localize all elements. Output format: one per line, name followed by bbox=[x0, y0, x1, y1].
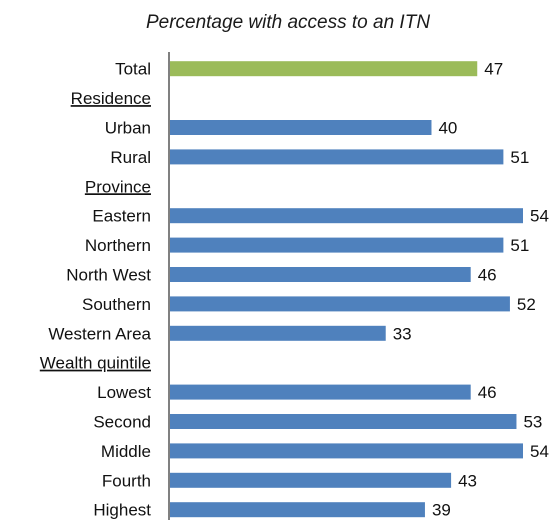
value-label-rural: 51 bbox=[510, 148, 529, 167]
value-label-western-area: 33 bbox=[393, 324, 412, 343]
bar-middle bbox=[170, 443, 523, 459]
value-label-northern: 51 bbox=[510, 236, 529, 255]
bar-southern bbox=[170, 296, 510, 312]
value-label-second: 53 bbox=[523, 413, 542, 432]
category-label-southern: Southern bbox=[82, 295, 151, 314]
value-label-middle: 54 bbox=[530, 442, 549, 461]
category-label-western-area: Western Area bbox=[48, 324, 151, 343]
bar-urban bbox=[170, 120, 432, 135]
category-label-eastern: Eastern bbox=[92, 207, 151, 226]
bar-north-west bbox=[170, 267, 471, 282]
value-label-fourth: 43 bbox=[458, 471, 477, 490]
group-heading-residence: Residence bbox=[71, 89, 151, 108]
category-label-second: Second bbox=[93, 413, 151, 432]
group-heading-wealth-quintile: Wealth quintile bbox=[40, 354, 151, 373]
bar-northern bbox=[170, 237, 504, 253]
value-label-urban: 40 bbox=[438, 119, 457, 138]
category-label-highest: Highest bbox=[93, 501, 151, 520]
category-label-rural: Rural bbox=[110, 148, 151, 167]
category-label-urban: Urban bbox=[105, 119, 151, 138]
group-heading-province: Province bbox=[85, 177, 151, 196]
value-label-total: 47 bbox=[484, 60, 503, 79]
category-label-northern: Northern bbox=[85, 236, 151, 255]
bar-second bbox=[170, 414, 517, 429]
category-label-fourth: Fourth bbox=[102, 471, 151, 490]
bar-rural bbox=[170, 149, 504, 165]
bar-western-area bbox=[170, 325, 386, 341]
bar-fourth bbox=[170, 472, 452, 488]
value-label-highest: 39 bbox=[432, 501, 451, 520]
category-label-total: Total bbox=[115, 60, 151, 79]
value-label-southern: 52 bbox=[517, 295, 536, 314]
value-label-eastern: 54 bbox=[530, 207, 549, 226]
chart-title: Percentage with access to an ITN bbox=[146, 12, 430, 33]
bar-lowest bbox=[170, 384, 471, 400]
category-label-north-west: North West bbox=[66, 266, 151, 285]
bar-highest bbox=[170, 502, 425, 518]
value-label-lowest: 46 bbox=[478, 383, 497, 402]
category-label-lowest: Lowest bbox=[97, 383, 151, 402]
value-label-north-west: 46 bbox=[478, 266, 497, 285]
bar-eastern bbox=[170, 208, 523, 224]
category-label-middle: Middle bbox=[101, 442, 151, 461]
bar-total bbox=[170, 61, 478, 77]
plot-area: Total 47 Residence Urban 40 Rural 51 Province Ea… bbox=[40, 52, 549, 520]
